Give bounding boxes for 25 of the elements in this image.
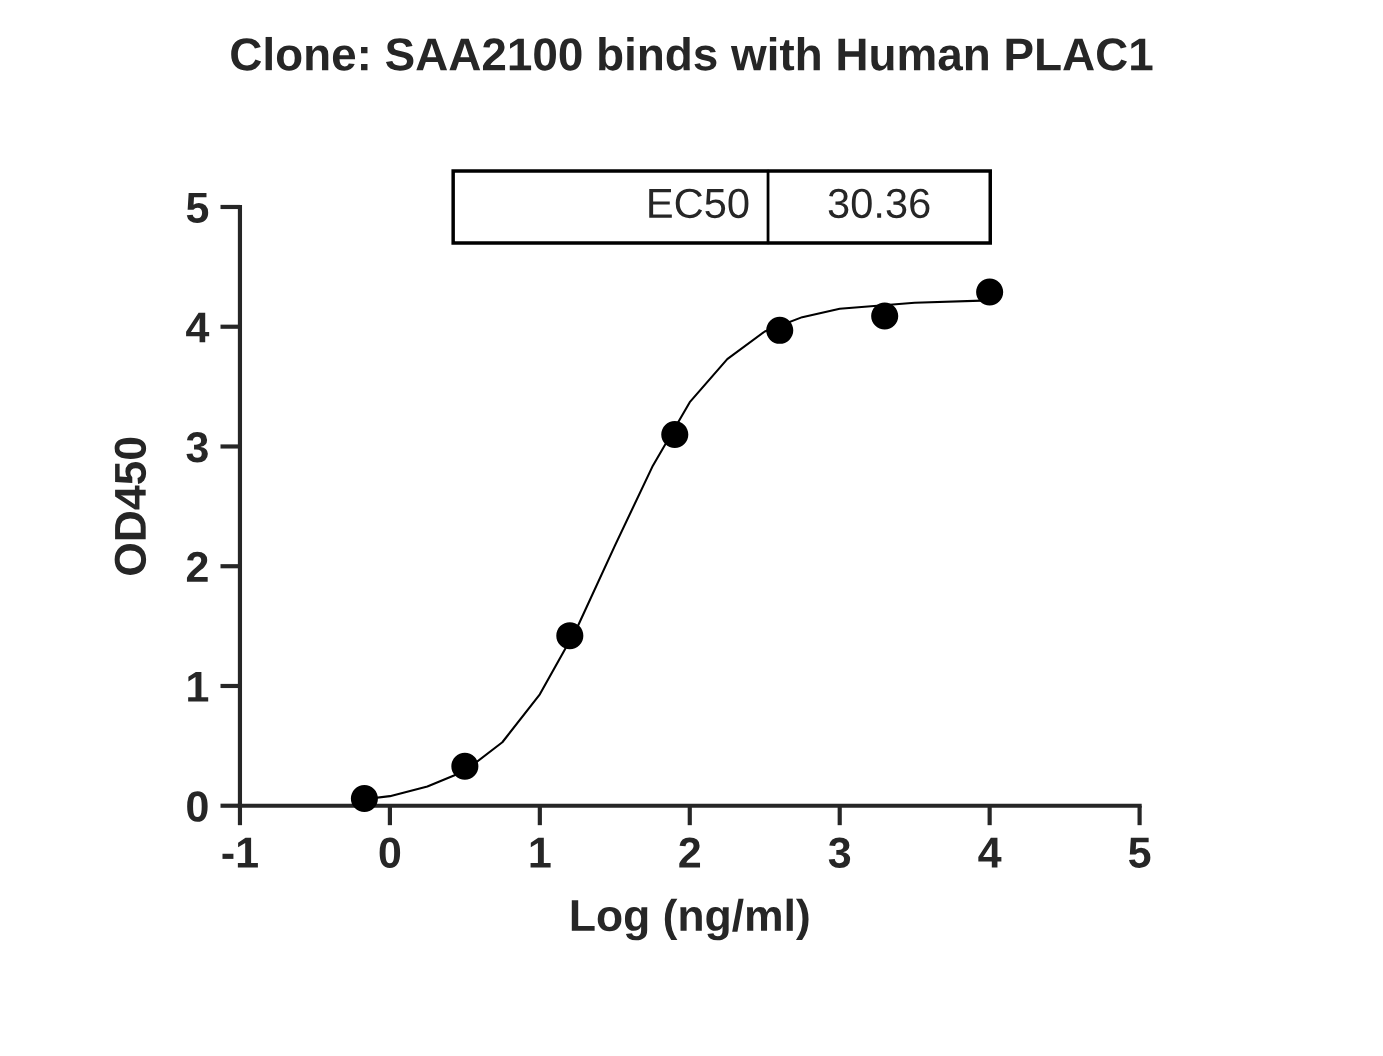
x-axis-title: Log (ng/ml) (571, 898, 809, 941)
annotation: 30.36 (828, 188, 930, 219)
x-tick-label: 4 (978, 837, 1002, 868)
x-tick-label: 0 (379, 837, 401, 868)
point (451, 752, 479, 780)
y-tick-label: 4 (186, 312, 210, 343)
y-tick-label: 2 (186, 551, 208, 582)
point (871, 302, 899, 330)
x-tick-label: 5 (1128, 837, 1151, 868)
point (661, 420, 689, 449)
x-tick-label: 1 (530, 837, 551, 868)
y-tick-label: 5 (186, 192, 209, 223)
x-tick-label: 2 (679, 837, 701, 868)
y-tick-label: 3 (186, 432, 208, 463)
x-tick-label: -1 (222, 837, 258, 868)
point (556, 622, 584, 650)
chart-title: Clone: SAA2100 binds with Human PLAC1 (231, 36, 1153, 71)
y-tick-label: 1 (188, 671, 209, 702)
point (976, 278, 1004, 306)
point (766, 316, 794, 344)
y-axis-title: OD450 (114, 437, 147, 575)
y-tick-label: 0 (187, 791, 208, 822)
annotation: EC50 (649, 188, 749, 219)
point (350, 785, 378, 813)
x-tick-label: 3 (828, 837, 851, 868)
